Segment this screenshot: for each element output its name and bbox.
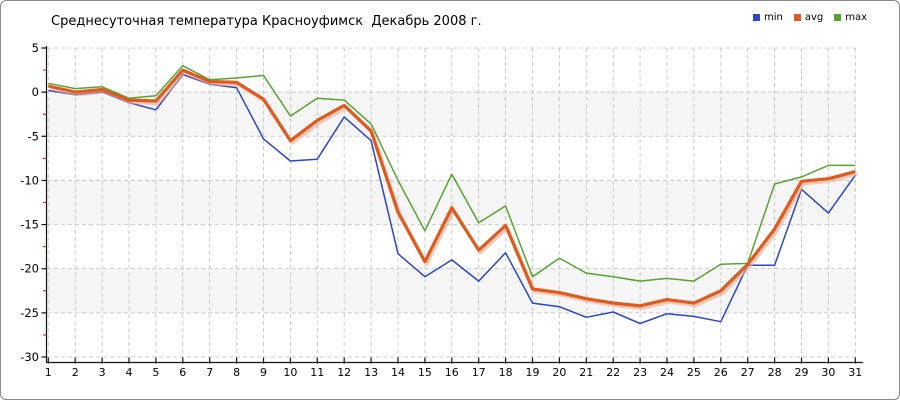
series-max-line bbox=[48, 64, 856, 282]
x-tick-label: 15 bbox=[418, 366, 432, 379]
x-tick-label: 16 bbox=[445, 366, 459, 379]
x-tick-label: 18 bbox=[499, 366, 513, 379]
y-tick-label: -5 bbox=[28, 129, 39, 143]
x-tick-label: 2 bbox=[72, 366, 79, 379]
x-tick-label: 23 bbox=[633, 366, 647, 379]
x-tick-label: 19 bbox=[526, 366, 540, 379]
x-tick-label: 13 bbox=[364, 366, 378, 379]
x-tick-label: 11 bbox=[310, 366, 324, 379]
x-tick-label: 7 bbox=[206, 366, 213, 379]
x-tick-label: 3 bbox=[99, 366, 106, 379]
x-tick-label: 29 bbox=[795, 366, 809, 379]
legend-swatch-avg bbox=[793, 14, 801, 21]
x-tick-label: 17 bbox=[472, 366, 486, 379]
x-tick-label: 31 bbox=[848, 366, 862, 379]
x-tick-label: 27 bbox=[741, 366, 755, 379]
x-tick-label: 25 bbox=[687, 366, 701, 379]
x-tick-label: 6 bbox=[179, 366, 186, 379]
x-tick-label: 21 bbox=[579, 366, 593, 379]
y-tick-label: -15 bbox=[20, 218, 39, 232]
x-tick-label: 1 bbox=[45, 366, 52, 379]
y-tick-label: 0 bbox=[32, 85, 39, 99]
x-tick-label: 30 bbox=[821, 366, 835, 379]
y-tick-label: -30 bbox=[20, 350, 39, 364]
y-tick-label: -20 bbox=[20, 262, 39, 276]
x-tick-label: 10 bbox=[283, 366, 297, 379]
x-tick-label: 8 bbox=[233, 366, 240, 379]
x-tick-label: 14 bbox=[391, 366, 405, 379]
x-tick-label: 22 bbox=[606, 366, 620, 379]
x-tick-label: 28 bbox=[768, 366, 782, 379]
legend-label-avg: avg bbox=[804, 12, 824, 23]
series-avg-line bbox=[47, 68, 856, 308]
y-tick-label: 5 bbox=[32, 41, 39, 55]
legend-item-max: max bbox=[834, 12, 867, 23]
y-tick-label: -25 bbox=[20, 306, 39, 320]
chart-legend: min avg max bbox=[753, 12, 867, 23]
x-tick-label: 26 bbox=[714, 366, 728, 379]
x-tick-label: 5 bbox=[152, 366, 159, 379]
legend-label-min: min bbox=[764, 12, 783, 23]
x-tick-label: 12 bbox=[337, 366, 351, 379]
x-tick-label: 4 bbox=[126, 366, 133, 379]
y-tick-label: -10 bbox=[20, 173, 39, 187]
chart-title: Среднесуточная температура Красноуфимск … bbox=[51, 14, 482, 29]
x-tick-label: 9 bbox=[260, 366, 267, 379]
legend-item-min: min bbox=[753, 12, 783, 23]
legend-label-max: max bbox=[845, 12, 868, 23]
legend-item-avg: avg bbox=[793, 12, 824, 23]
x-tick-label: 24 bbox=[660, 366, 674, 379]
legend-swatch-max bbox=[834, 14, 842, 21]
x-tick-label: 20 bbox=[552, 366, 566, 379]
legend-swatch-min bbox=[753, 14, 760, 21]
